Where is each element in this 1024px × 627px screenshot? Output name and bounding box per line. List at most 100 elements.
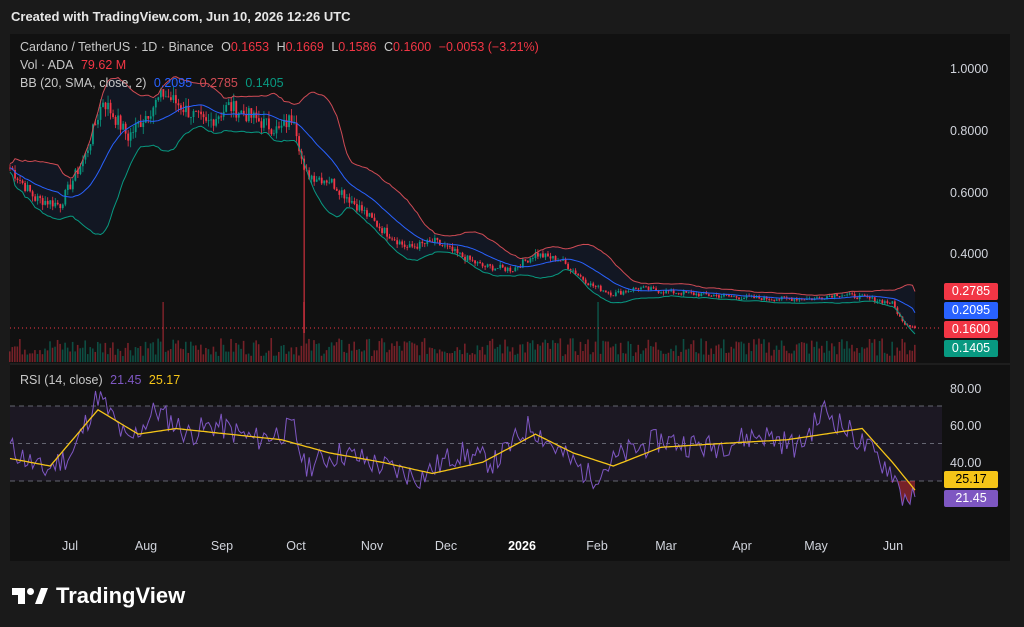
volume-bar (569, 338, 572, 362)
candle-body (217, 116, 220, 120)
volume-value: 79.62 M (80, 58, 127, 72)
volume-bar (770, 355, 773, 362)
volume-bar (267, 350, 270, 362)
volume-bar (589, 354, 592, 362)
volume-bar (11, 347, 14, 362)
volume-bar (486, 345, 489, 362)
volume-bar (79, 348, 81, 362)
volume-bar (265, 352, 268, 362)
candle-body (182, 109, 185, 113)
candle-body (876, 301, 879, 302)
candle-body (343, 190, 346, 199)
candle-body (577, 274, 580, 276)
candle-body (220, 116, 223, 118)
volume-bar (162, 302, 164, 362)
x-tick-oct: Oct (286, 539, 306, 553)
candle-body (97, 119, 99, 125)
candle-body (36, 196, 39, 201)
candle-body (579, 275, 582, 277)
volume-bar (368, 338, 371, 362)
candle-body (466, 255, 469, 261)
volume-bar (466, 352, 469, 362)
candle-body (853, 294, 856, 298)
volume-bar (102, 352, 104, 362)
volume-bar (597, 302, 599, 362)
volume-bar (26, 354, 29, 362)
volume-bar (562, 355, 564, 362)
candle-body (856, 297, 859, 299)
candle-body (660, 292, 662, 294)
candle-body (268, 118, 270, 130)
candle-body (622, 291, 625, 295)
volume-bar (740, 341, 743, 362)
volume-bar (127, 342, 129, 362)
candle-body (61, 204, 64, 209)
volume-bar (564, 354, 567, 362)
candle-body (878, 300, 881, 302)
volume-bar (846, 341, 848, 362)
volume-bar (707, 354, 710, 362)
candle-body (690, 291, 693, 293)
candle-body (828, 295, 831, 297)
candle-body (353, 201, 356, 205)
candle-body (396, 240, 399, 245)
candle-body (112, 113, 114, 117)
volume-bar (536, 344, 539, 362)
volume-bar (733, 348, 735, 362)
volume-bar (501, 353, 504, 362)
candle-body (594, 286, 597, 287)
candle-body (911, 326, 914, 328)
volume-bar (436, 353, 438, 362)
candle-body (197, 111, 200, 113)
volume-bar (220, 338, 222, 362)
candle-body (645, 286, 647, 288)
volume-bar (164, 351, 167, 362)
candle-body (237, 113, 240, 118)
rsi-ma-value: 25.17 (148, 373, 181, 387)
candle-body (413, 246, 416, 248)
volume-bar (207, 349, 210, 362)
candle-body (41, 198, 44, 205)
volume-bar (775, 345, 778, 362)
candle-body (687, 291, 690, 293)
volume-bar (682, 338, 685, 362)
candle-body (109, 102, 112, 114)
candle-body (509, 267, 512, 272)
candle-body (29, 184, 32, 192)
volume-bar (315, 344, 318, 362)
volume-bar (836, 354, 838, 362)
tradingview-logo[interactable]: TradingView (12, 583, 185, 609)
candle-body (614, 292, 617, 296)
candle-body (506, 267, 509, 271)
rsi-value: 21.45 (110, 373, 142, 387)
volume-bar (310, 350, 313, 362)
volume-bar (755, 344, 758, 362)
candle-body (230, 102, 233, 112)
volume-bar (66, 347, 69, 362)
candle-body (816, 297, 818, 299)
volume-bar (911, 350, 914, 362)
last-price-tag: 0.1600 (944, 321, 998, 338)
candle-body (547, 253, 549, 257)
volume-bar (788, 353, 790, 362)
volume-bar (687, 348, 690, 362)
volume-bar (883, 352, 886, 362)
candle-body (461, 252, 464, 257)
volume-bar (371, 355, 373, 362)
volume-bar (283, 345, 285, 362)
bb-lower-line (9, 125, 916, 335)
rsi-tick: 80.00 (950, 382, 982, 396)
candle-body (569, 269, 572, 271)
volume-bar (365, 339, 368, 362)
volume-bar (144, 341, 147, 362)
volume-bar (876, 355, 878, 362)
candle-body (308, 170, 311, 180)
price-tick: 0.8000 (950, 124, 989, 138)
candle-body (122, 123, 125, 130)
volume-bar (205, 347, 207, 362)
volume-bar (172, 339, 175, 362)
volume-bar (803, 342, 805, 362)
volume-bar (423, 338, 426, 362)
volume-bar (104, 342, 107, 362)
